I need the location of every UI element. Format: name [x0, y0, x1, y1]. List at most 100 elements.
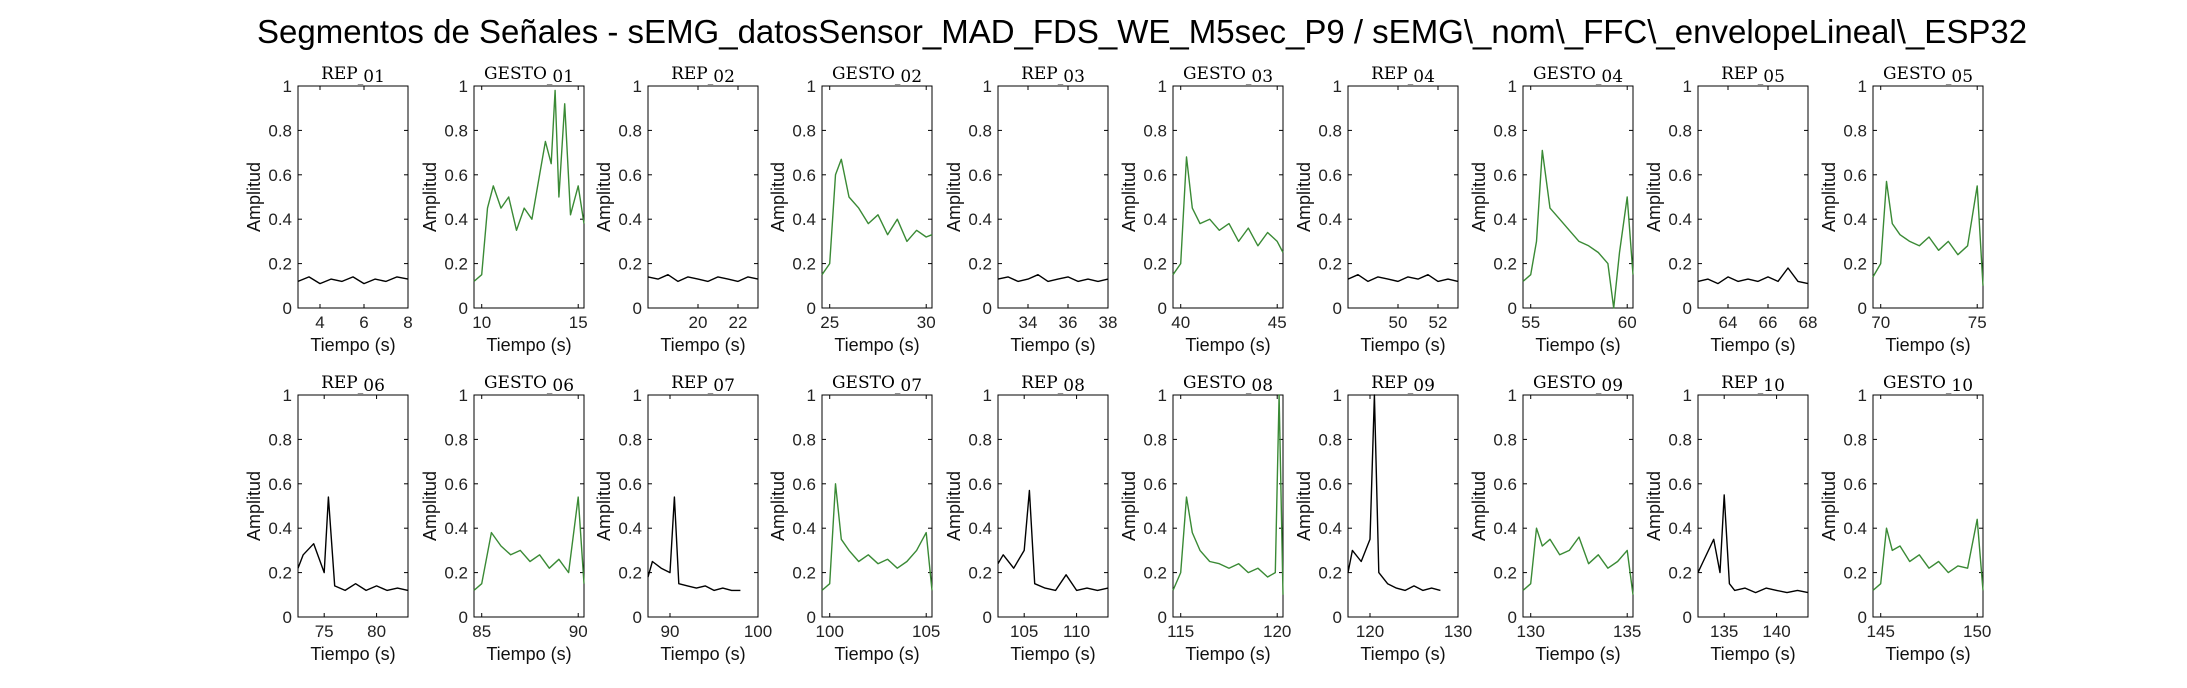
x-tick-label: 80 — [367, 622, 386, 641]
subplot-rep-01: 0 0.2 0.4 0.6 0.8 1 4 6 8 REP_01 Tiempo (s) Amplitu… — [244, 64, 413, 355]
series-line — [997, 274, 1109, 283]
series-line — [1872, 518, 1984, 591]
subplot-rep-09: 0 0.2 0.4 0.6 0.8 1 120 130 REP_09 Tiempo (s) Ampl… — [1294, 373, 1472, 664]
y-tick-label: 0 — [459, 299, 468, 318]
y-tick-label: 0.2 — [1668, 564, 1692, 583]
x-tick-label: 130 — [1517, 622, 1545, 641]
series-line — [1522, 527, 1634, 595]
x-tick-label: 66 — [1759, 313, 1778, 332]
x-axis-label: Tiempo (s) — [310, 335, 395, 355]
y-tick-label: 0.4 — [1668, 210, 1692, 229]
x-axis-label: Tiempo (s) — [1710, 644, 1795, 664]
y-tick-label: 0 — [1158, 299, 1167, 318]
y-tick-label: 0.2 — [268, 564, 292, 583]
x-tick-label: 85 — [472, 622, 491, 641]
y-tick-label: 0.4 — [1493, 210, 1517, 229]
y-tick-label: 0.6 — [1493, 475, 1517, 494]
y-tick-label: 0 — [1858, 608, 1867, 627]
y-tick-label: 0.6 — [968, 166, 992, 185]
y-tick-label: 0.6 — [1843, 475, 1867, 494]
x-axis-label: Tiempo (s) — [834, 644, 919, 664]
y-tick-label: 0.8 — [1843, 121, 1867, 140]
y-tick-label: 0.4 — [1843, 519, 1867, 538]
subplot-title: GESTO_09 — [1533, 373, 1623, 396]
x-tick-label: 75 — [1968, 313, 1987, 332]
y-tick-label: 0 — [1683, 608, 1692, 627]
x-axis-label: Tiempo (s) — [660, 644, 745, 664]
x-axis-label: Tiempo (s) — [1535, 644, 1620, 664]
y-tick-label: 0.8 — [1143, 121, 1167, 140]
y-tick-label: 0 — [283, 608, 292, 627]
y-axis-label: Amplitud — [1469, 162, 1489, 232]
axes-box — [1172, 85, 1284, 309]
y-tick-label: 1 — [1683, 77, 1692, 96]
x-tick-label: 4 — [315, 313, 324, 332]
y-tick-label: 1 — [983, 386, 992, 405]
x-axis-label: Tiempo (s) — [1360, 335, 1445, 355]
subplot-gesto-08: 0 0.2 0.4 0.6 0.8 1 115 120 GESTO_08 Tiempo (s) Am… — [1119, 373, 1291, 664]
series-line — [1172, 156, 1284, 276]
y-tick-label: 0.8 — [1668, 121, 1692, 140]
y-tick-label: 0.8 — [618, 121, 642, 140]
x-tick-label: 90 — [661, 622, 680, 641]
axes-box — [821, 85, 933, 309]
y-axis-label: Amplitud — [944, 162, 964, 232]
y-tick-label: 0.4 — [268, 519, 292, 538]
y-tick-label: 0.4 — [1143, 210, 1167, 229]
y-tick-label: 0 — [1158, 608, 1167, 627]
x-tick-label: 6 — [359, 313, 368, 332]
y-tick-label: 0.6 — [792, 475, 816, 494]
y-tick-label: 0.4 — [618, 519, 642, 538]
y-tick-label: 0.4 — [968, 210, 992, 229]
y-axis-label: Amplitud — [768, 162, 788, 232]
y-tick-label: 0.8 — [1493, 430, 1517, 449]
y-tick-label: 1 — [1508, 386, 1517, 405]
y-tick-label: 0 — [983, 299, 992, 318]
x-tick-label: 140 — [1762, 622, 1790, 641]
subplot-gesto-01: 0 0.2 0.4 0.6 0.8 1 10 15 GESTO_01 Tiempo (s) Ampl… — [420, 64, 588, 355]
y-tick-label: 0 — [807, 299, 816, 318]
y-tick-label: 0.8 — [1493, 121, 1517, 140]
subplot-title: GESTO_06 — [484, 373, 574, 396]
x-tick-label: 20 — [689, 313, 708, 332]
subplot-rep-02: 0 0.2 0.4 0.6 0.8 1 20 22 REP_02 Tiempo (s) Amplit… — [594, 64, 759, 355]
subplot-gesto-07: 0 0.2 0.4 0.6 0.8 1 100 105 GESTO_07 Tiempo (s) Am… — [768, 373, 940, 664]
y-tick-label: 1 — [1158, 386, 1167, 405]
x-axis-label: Tiempo (s) — [1710, 335, 1795, 355]
y-tick-label: 0.6 — [968, 475, 992, 494]
y-tick-label: 1 — [459, 386, 468, 405]
axes-box — [997, 85, 1109, 309]
subplot-gesto-09: 0 0.2 0.4 0.6 0.8 1 130 135 GESTO_09 Tiempo (s) Am… — [1469, 373, 1641, 664]
y-tick-label: 0.4 — [268, 210, 292, 229]
subplot-rep-03: 0 0.2 0.4 0.6 0.8 1 34 36 38 REP_03 Tiempo (s) Ampl… — [944, 64, 1117, 355]
x-tick-label: 45 — [1268, 313, 1287, 332]
x-tick-label: 55 — [1521, 313, 1540, 332]
x-axis-label: Tiempo (s) — [1185, 335, 1270, 355]
x-axis-label: Tiempo (s) — [486, 644, 571, 664]
x-tick-label: 68 — [1799, 313, 1818, 332]
axes-box — [1697, 85, 1809, 309]
y-tick-label: 0.6 — [618, 166, 642, 185]
subplot-title: REP_02 — [671, 64, 735, 87]
x-axis-label: Tiempo (s) — [1535, 335, 1620, 355]
series-line — [1872, 180, 1984, 286]
y-tick-label: 1 — [1333, 386, 1342, 405]
y-tick-label: 0.8 — [1143, 430, 1167, 449]
y-tick-label: 0.4 — [618, 210, 642, 229]
x-tick-label: 30 — [917, 313, 936, 332]
y-tick-label: 0 — [807, 608, 816, 627]
y-axis-label: Amplitud — [1819, 162, 1839, 232]
y-axis-label: Amplitud — [420, 162, 440, 232]
series-line — [1347, 274, 1459, 283]
x-tick-label: 100 — [816, 622, 844, 641]
y-tick-label: 0.2 — [618, 564, 642, 583]
subplot-title: REP_03 — [1021, 64, 1085, 87]
axes-box — [1872, 394, 1984, 618]
subplot-title: GESTO_01 — [484, 64, 574, 87]
y-tick-label: 0 — [1508, 299, 1517, 318]
y-tick-label: 0.6 — [1668, 475, 1692, 494]
y-tick-label: 0.6 — [444, 475, 468, 494]
y-tick-label: 1 — [1158, 77, 1167, 96]
x-tick-label: 64 — [1719, 313, 1738, 332]
